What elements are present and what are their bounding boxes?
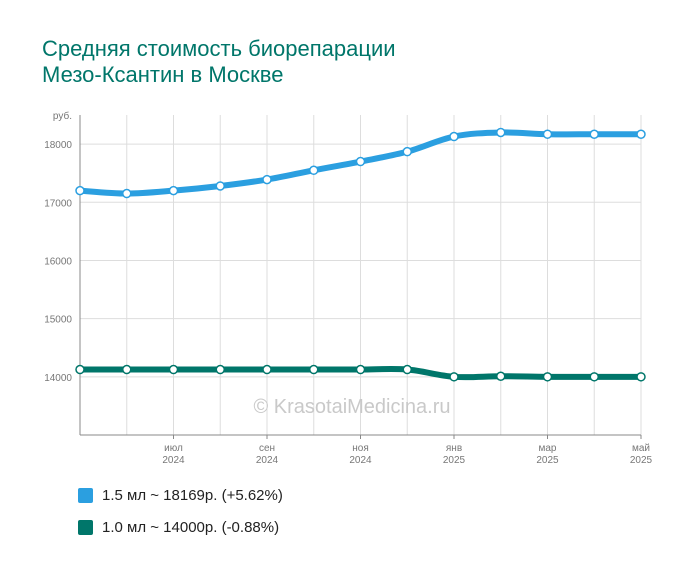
data-point-series-1 <box>542 129 553 139</box>
data-point-series-2 <box>215 364 225 375</box>
data-point-series-2 <box>355 364 366 375</box>
axes: 1400015000160001700018000руб.июл2024сен2… <box>44 110 652 466</box>
legend: 1.5 мл ~ 18169р. (+5.62%) 1.0 мл ~ 14000… <box>78 484 283 548</box>
x-tick-label-year: 2024 <box>162 455 185 466</box>
data-point-series-1 <box>122 188 132 199</box>
data-point-series-1 <box>589 129 599 140</box>
data-point-series-2 <box>449 372 459 382</box>
data-point-series-1 <box>402 146 412 157</box>
data-point-series-2 <box>589 372 599 382</box>
data-point-series-2 <box>542 372 553 382</box>
data-point-series-2 <box>496 371 506 381</box>
legend-swatch-series-1 <box>78 487 93 503</box>
data-point-series-2 <box>262 364 272 375</box>
data-point-series-2 <box>636 372 646 382</box>
watermark: © KrasotaiMedicina.ru <box>253 396 450 418</box>
y-tick-label: 17000 <box>44 198 72 209</box>
x-tick-label-month: май <box>632 443 650 454</box>
chart-title: Средняя стоимость биорепарации Мезо-Ксан… <box>42 36 642 88</box>
data-point-series-1 <box>309 165 319 176</box>
data-point-series-1 <box>496 127 506 138</box>
y-tick-label: 14000 <box>44 373 72 384</box>
legend-label-series-2: 1.0 мл ~ 14000р. (-0.88%) <box>102 518 280 536</box>
data-point-series-2 <box>402 364 412 375</box>
x-tick-label-year: 2025 <box>536 455 559 466</box>
data-point-series-1 <box>168 185 179 196</box>
x-tick-label-month: июл <box>164 443 183 454</box>
data-point-series-2 <box>309 364 319 375</box>
x-tick-label-year: 2024 <box>256 455 279 466</box>
x-tick-label-month: сен <box>259 443 275 454</box>
legend-item-series-2[interactable]: 1.0 мл ~ 14000р. (-0.88%) <box>78 516 283 538</box>
y-tick-label: 18000 <box>44 140 72 151</box>
data-point-series-1 <box>262 174 272 185</box>
data-point-series-1 <box>449 131 459 142</box>
legend-swatch-series-2 <box>78 519 93 535</box>
x-tick-label-year: 2024 <box>349 455 372 466</box>
y-tick-label: 15000 <box>44 315 72 326</box>
x-tick-label-year: 2025 <box>630 455 653 466</box>
data-point-series-2 <box>122 364 132 375</box>
legend-item-series-1[interactable]: 1.5 мл ~ 18169р. (+5.62%) <box>78 484 283 506</box>
data-point-series-1 <box>75 185 85 196</box>
data-point-series-1 <box>215 181 225 191</box>
data-point-series-2 <box>168 364 179 375</box>
data-point-series-1 <box>636 129 646 140</box>
data-point-series-2 <box>75 364 85 375</box>
series-lines <box>75 127 646 382</box>
x-tick-label-month: янв <box>446 443 462 454</box>
x-tick-label-year: 2025 <box>443 455 466 466</box>
y-axis-unit-label: руб. <box>53 110 72 122</box>
data-point-series-1 <box>355 156 366 167</box>
y-tick-label: 16000 <box>44 256 72 267</box>
x-tick-label-month: мар <box>539 443 557 454</box>
chart-title-line-2: Мезо-Ксантин в Москве <box>42 62 284 87</box>
legend-label-series-1: 1.5 мл ~ 18169р. (+5.62%) <box>102 486 283 504</box>
chart-title-line-1: Средняя стоимость биорепарации <box>42 36 396 61</box>
x-tick-label-month: ноя <box>352 443 369 454</box>
